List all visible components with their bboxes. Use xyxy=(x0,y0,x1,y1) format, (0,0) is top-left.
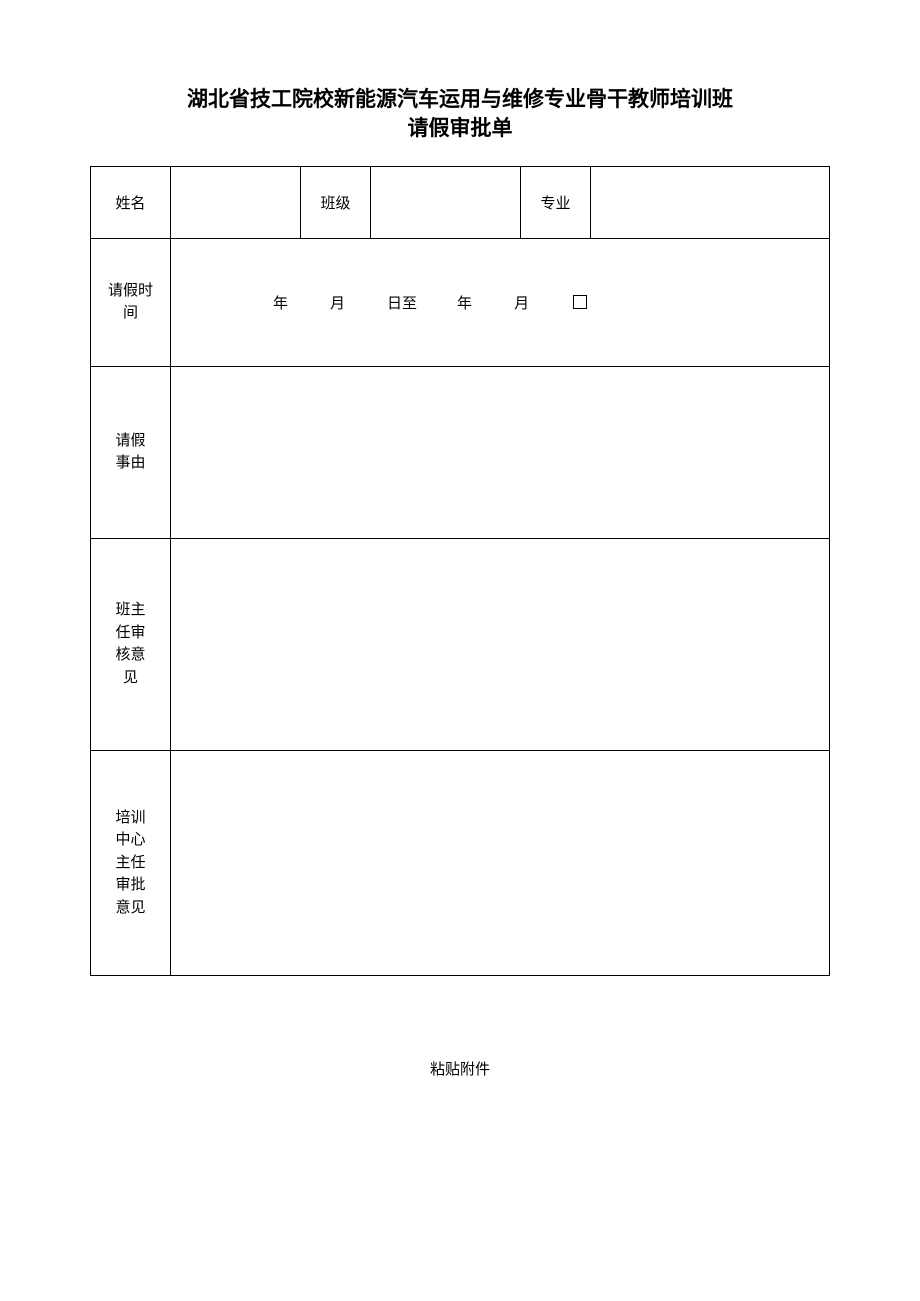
reason-label-line1: 请假 xyxy=(91,430,170,453)
row-identity: 姓名 班级 专业 xyxy=(91,166,830,238)
class-label-cell: 班级 xyxy=(301,166,371,238)
director-review-label-line1: 培训 xyxy=(91,807,170,830)
year1-label: 年 xyxy=(273,292,288,313)
director-review-label-cell: 培训 中心 主任 审批 意见 xyxy=(91,750,171,975)
director-review-label-line3: 主任 xyxy=(91,852,170,875)
form-title-block: 湖北省技工院校新能源汽车运用与维修专业骨干教师培训班 请假审批单 xyxy=(90,85,830,144)
director-review-content-cell[interactable] xyxy=(171,750,830,975)
period-label-cell: 请假时 间 xyxy=(91,238,171,366)
period-label-line1: 请假时 xyxy=(91,280,170,303)
director-review-label-line4: 审批 xyxy=(91,874,170,897)
month1-label: 月 xyxy=(330,292,345,313)
teacher-review-label-line3: 核意 xyxy=(91,644,170,667)
class-value-cell[interactable] xyxy=(371,166,521,238)
major-value-cell[interactable] xyxy=(591,166,830,238)
checkbox-icon[interactable] xyxy=(573,295,587,309)
attachment-label: 粘贴附件 xyxy=(90,1058,830,1079)
title-line-1: 湖北省技工院校新能源汽车运用与维修专业骨干教师培训班 xyxy=(90,85,830,114)
period-label-line2: 间 xyxy=(91,302,170,325)
teacher-review-label-cell: 班主 任审 核意 见 xyxy=(91,538,171,750)
teacher-review-label-line2: 任审 xyxy=(91,622,170,645)
month2-label: 月 xyxy=(514,292,529,313)
major-label-cell: 专业 xyxy=(521,166,591,238)
reason-label-line2: 事由 xyxy=(91,452,170,475)
row-leave-reason: 请假 事由 xyxy=(91,366,830,538)
period-content: 年 月 日至 年 月 xyxy=(171,239,829,366)
period-content-cell[interactable]: 年 月 日至 年 月 xyxy=(171,238,830,366)
name-label-cell: 姓名 xyxy=(91,166,171,238)
teacher-review-label-line1: 班主 xyxy=(91,599,170,622)
reason-content-cell[interactable] xyxy=(171,366,830,538)
name-value-cell[interactable] xyxy=(171,166,301,238)
director-review-label-line5: 意见 xyxy=(91,897,170,920)
year2-label: 年 xyxy=(457,292,472,313)
leave-approval-form-table: 姓名 班级 专业 请假时 间 年 月 日 xyxy=(90,166,830,976)
title-line-2: 请假审批单 xyxy=(90,114,830,143)
teacher-review-content-cell[interactable] xyxy=(171,538,830,750)
row-leave-period: 请假时 间 年 月 日至 年 月 xyxy=(91,238,830,366)
reason-label-cell: 请假 事由 xyxy=(91,366,171,538)
day-to-label: 日至 xyxy=(387,292,417,313)
name-label: 姓名 xyxy=(115,196,145,212)
major-label: 专业 xyxy=(540,196,570,212)
row-teacher-review: 班主 任审 核意 见 xyxy=(91,538,830,750)
teacher-review-label-line4: 见 xyxy=(91,667,170,690)
row-director-review: 培训 中心 主任 审批 意见 xyxy=(91,750,830,975)
class-label: 班级 xyxy=(320,196,350,212)
director-review-label-line2: 中心 xyxy=(91,829,170,852)
